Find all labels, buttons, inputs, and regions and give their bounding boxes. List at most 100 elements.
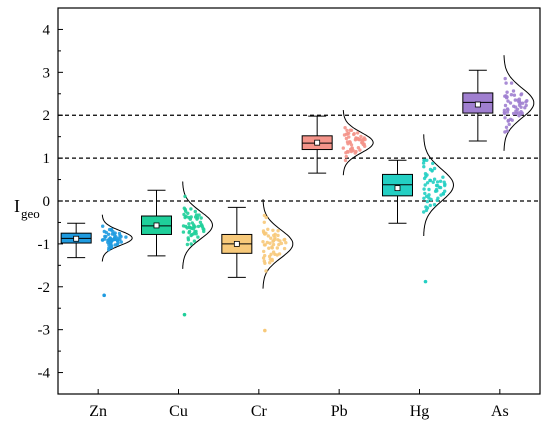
data-point bbox=[101, 224, 105, 228]
outlier-point bbox=[263, 328, 267, 333]
data-point bbox=[520, 101, 525, 105]
data-point bbox=[262, 220, 266, 224]
data-point bbox=[428, 167, 433, 172]
data-point bbox=[263, 253, 267, 258]
data-point bbox=[275, 246, 279, 250]
y-axis-label: I bbox=[14, 196, 20, 216]
data-point bbox=[119, 234, 123, 239]
y-tick-label: -2 bbox=[38, 280, 51, 296]
data-point bbox=[282, 246, 287, 251]
series-pb bbox=[301, 110, 374, 176]
data-point bbox=[425, 173, 429, 177]
data-point bbox=[263, 243, 267, 247]
data-point bbox=[265, 240, 269, 245]
mean-marker bbox=[73, 235, 80, 242]
data-point bbox=[277, 242, 281, 247]
data-point bbox=[116, 241, 120, 245]
data-point bbox=[268, 257, 272, 261]
data-point bbox=[422, 187, 426, 191]
data-point bbox=[504, 94, 508, 98]
data-point bbox=[422, 158, 426, 162]
data-point bbox=[517, 103, 522, 108]
data-point bbox=[347, 131, 351, 135]
data-point bbox=[199, 216, 203, 220]
x-tick-label: Cu bbox=[169, 403, 188, 420]
data-point bbox=[345, 128, 349, 133]
data-point bbox=[197, 213, 201, 217]
data-point bbox=[193, 209, 197, 214]
mean-marker bbox=[153, 222, 160, 229]
series-as bbox=[462, 55, 535, 151]
data-point bbox=[441, 175, 445, 179]
data-point bbox=[502, 108, 507, 113]
mean-marker bbox=[394, 185, 401, 192]
data-point bbox=[359, 134, 363, 139]
data-point bbox=[271, 250, 276, 254]
y-tick-label: 2 bbox=[43, 108, 51, 124]
data-point bbox=[425, 158, 429, 162]
data-point bbox=[512, 93, 517, 97]
data-point bbox=[358, 148, 362, 152]
data-point bbox=[202, 229, 206, 234]
x-tick-label: As bbox=[491, 403, 509, 420]
data-point bbox=[513, 98, 517, 102]
data-point bbox=[271, 228, 275, 232]
series-cu bbox=[141, 181, 214, 317]
data-point bbox=[181, 230, 186, 234]
data-point bbox=[192, 239, 197, 243]
outlier-point bbox=[423, 279, 428, 284]
data-point bbox=[271, 239, 276, 243]
outlier-point bbox=[102, 293, 106, 298]
data-point bbox=[115, 238, 120, 242]
data-point bbox=[346, 142, 350, 146]
data-point bbox=[181, 224, 186, 228]
data-point bbox=[503, 111, 507, 116]
data-point bbox=[102, 229, 107, 234]
data-point bbox=[506, 99, 510, 103]
data-point bbox=[353, 151, 357, 155]
data-point bbox=[264, 231, 268, 235]
data-point bbox=[439, 193, 443, 197]
density-curve bbox=[342, 110, 374, 176]
data-point bbox=[192, 224, 196, 229]
data-point bbox=[271, 242, 276, 247]
data-point bbox=[107, 248, 111, 252]
mean-marker bbox=[474, 101, 481, 108]
data-point bbox=[279, 241, 284, 246]
data-point bbox=[422, 210, 426, 214]
data-point bbox=[109, 244, 114, 248]
data-point bbox=[363, 144, 367, 148]
data-point bbox=[270, 245, 274, 249]
density-curve bbox=[262, 199, 294, 289]
data-point bbox=[428, 203, 432, 208]
data-point bbox=[423, 183, 427, 187]
data-point bbox=[112, 232, 117, 237]
data-point bbox=[503, 76, 507, 81]
data-point bbox=[343, 158, 348, 163]
data-point bbox=[269, 236, 273, 240]
data-point bbox=[119, 240, 124, 244]
data-point bbox=[431, 180, 435, 184]
data-point bbox=[435, 198, 439, 202]
data-point bbox=[432, 203, 437, 207]
data-point bbox=[276, 229, 280, 233]
data-point bbox=[187, 229, 192, 234]
data-point bbox=[188, 217, 192, 221]
density-curve bbox=[423, 134, 455, 237]
data-point bbox=[262, 259, 266, 263]
data-point bbox=[511, 111, 516, 116]
data-point bbox=[519, 92, 524, 96]
data-point bbox=[434, 187, 439, 192]
data-point bbox=[425, 206, 430, 210]
series-hg bbox=[382, 134, 455, 284]
data-point bbox=[183, 194, 187, 199]
data-point bbox=[348, 128, 353, 132]
data-point bbox=[341, 146, 345, 150]
data-point bbox=[262, 249, 266, 254]
data-point bbox=[111, 238, 116, 242]
data-point bbox=[273, 235, 277, 240]
data-point bbox=[261, 229, 266, 233]
reference-lines bbox=[58, 114, 540, 202]
density-curve bbox=[503, 55, 535, 151]
